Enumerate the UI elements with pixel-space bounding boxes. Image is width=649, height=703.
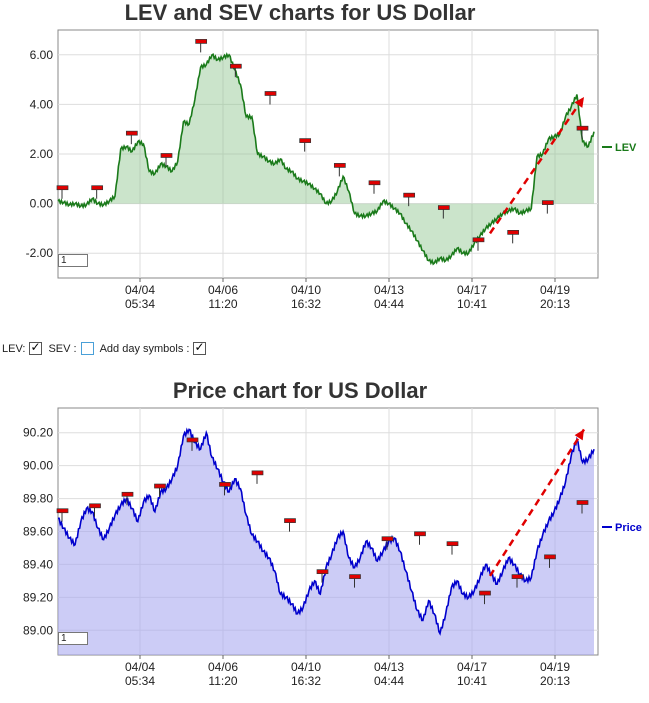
x-tick-time: 10:41 [457, 297, 487, 311]
x-tick-time: 20:13 [540, 674, 570, 688]
day-symbol [368, 180, 381, 194]
series-area [58, 429, 594, 655]
x-tick-date: 04/13 [374, 283, 404, 297]
day-symbol [89, 503, 101, 517]
plot-frame [57, 407, 599, 656]
lev-label: LEV: [2, 342, 26, 355]
legend-label: Price [615, 522, 642, 534]
x-tick-date: 04/06 [208, 660, 238, 674]
legend-label: LEV [615, 142, 637, 154]
day-symbol [349, 574, 361, 588]
x-tick-date: 04/10 [291, 660, 321, 674]
day-symbol [446, 541, 459, 555]
day-symbol [544, 554, 556, 568]
day-symbol [403, 192, 416, 207]
day-symbol [91, 185, 104, 199]
day-symbol [186, 437, 199, 451]
y-tick-label: 0.00 [30, 197, 54, 211]
day-symbol [511, 574, 524, 588]
x-tick-date: 04/17 [457, 660, 487, 674]
day-symbol [472, 237, 485, 251]
day-symbol [229, 63, 242, 78]
day-symbol [56, 185, 69, 199]
day-symbol [333, 163, 346, 177]
day-symbol [507, 230, 520, 244]
y-tick-label: 89.20 [23, 590, 53, 604]
y-tick-label: 90.20 [23, 426, 53, 440]
day-symbol [154, 483, 166, 498]
x-tick-date: 04/06 [208, 283, 238, 297]
y-tick-label: 89.00 [23, 623, 53, 637]
trend-arrow-line [488, 96, 586, 235]
day-symbol [479, 590, 491, 605]
day-symbols-label: Add day symbols : [99, 342, 190, 355]
lev-chart-title: LEV and SEV charts for US Dollar [124, 0, 476, 25]
day-symbol [299, 138, 312, 152]
x-tick-time: 11:20 [208, 674, 237, 688]
y-tick-label: 89.60 [23, 525, 53, 539]
x-tick-date: 04/19 [540, 283, 570, 297]
day-symbol [576, 500, 589, 514]
day-symbol [437, 205, 450, 219]
trend-arrow-head [574, 96, 584, 108]
day-symbol [160, 153, 173, 167]
y-tick-label: -2.00 [26, 246, 54, 260]
day-symbol [541, 200, 554, 214]
y-tick-label: 89.80 [23, 492, 53, 506]
x-tick-time: 16:32 [291, 297, 321, 311]
y-tick-label: 6.00 [30, 48, 54, 62]
price-chart-title: Price chart for US Dollar [172, 378, 428, 403]
x-tick-time: 10:41 [457, 674, 487, 688]
y-tick-label: 4.00 [30, 97, 54, 111]
day-symbol [414, 531, 426, 545]
day-symbol [284, 518, 296, 532]
x-tick-date: 04/17 [457, 283, 487, 297]
x-tick-time: 04:44 [374, 674, 404, 688]
lev-zoom-input[interactable]: 1 [58, 254, 88, 267]
x-tick-time: 16:32 [291, 674, 321, 688]
day-symbol [125, 130, 138, 145]
series-line [58, 427, 595, 636]
x-tick-time: 05:34 [125, 674, 155, 688]
trend-arrow-head [574, 429, 584, 441]
sev-label: SEV : [48, 342, 77, 355]
x-tick-date: 04/10 [291, 283, 321, 297]
x-tick-time: 04:44 [374, 297, 404, 311]
day-symbol [195, 39, 208, 53]
lev-checkbox[interactable] [29, 340, 43, 355]
day-symbol [264, 91, 277, 105]
day-symbol [121, 491, 134, 506]
day-symbol [316, 569, 329, 583]
x-tick-time: 11:20 [208, 297, 237, 311]
day-symbol [576, 125, 589, 140]
day-symbol [56, 508, 69, 522]
y-tick-label: 89.40 [23, 557, 53, 571]
y-tick-label: 2.00 [30, 147, 54, 161]
day-symbol [219, 482, 231, 496]
x-tick-date: 04/13 [374, 660, 404, 674]
price-zoom-input[interactable]: 1 [58, 632, 88, 645]
x-tick-date: 04/19 [540, 660, 570, 674]
trend-arrow-line [488, 428, 586, 577]
day-symbol [251, 470, 264, 484]
x-tick-date: 04/04 [125, 283, 155, 297]
x-tick-date: 04/04 [125, 660, 155, 674]
x-tick-time: 05:34 [125, 297, 155, 311]
series-area [58, 54, 594, 264]
sev-checkbox[interactable] [80, 342, 94, 355]
day-symbol [381, 536, 394, 550]
chart-controls: LEV: SEV : Add day symbols : [2, 340, 210, 355]
y-tick-label: 90.00 [23, 459, 53, 473]
day-symbols-checkbox[interactable] [193, 340, 207, 355]
x-tick-time: 20:13 [540, 297, 570, 311]
